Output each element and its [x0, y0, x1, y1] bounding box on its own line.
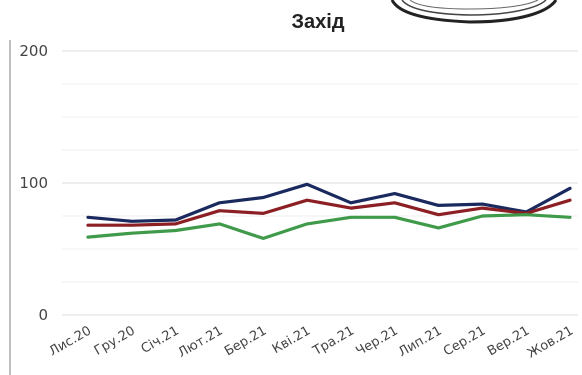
- x-tick-label: Кві.21: [270, 323, 313, 357]
- y-tick-label: 200: [19, 42, 48, 60]
- x-tick-label: Січ.21: [139, 323, 182, 357]
- x-tick-label: Жов.21: [525, 323, 576, 361]
- gridlines: [62, 50, 578, 316]
- x-tick-label: Вер.21: [485, 323, 532, 359]
- series-line-3: [86, 213, 572, 240]
- series-line-2: [86, 198, 572, 227]
- decorative-seal-graphic: [390, 0, 558, 24]
- x-tick-label: Бер.21: [222, 323, 269, 359]
- series-line-1: [86, 182, 572, 223]
- y-tick-label: 0: [38, 306, 48, 324]
- x-tick-label: Сер.21: [441, 323, 488, 359]
- x-tick-label: Лип.21: [396, 323, 445, 360]
- y-tick-labels: 0 100 200: [19, 42, 48, 324]
- series-lines: [86, 182, 572, 240]
- x-tick-label: Чер.21: [354, 323, 401, 359]
- x-tick-label: Лют.21: [176, 323, 226, 360]
- x-tick-label: Лис.20: [47, 323, 94, 359]
- chart-title: Захід: [291, 11, 344, 33]
- y-tick-label: 100: [19, 174, 48, 192]
- x-tick-label: Гру.20: [92, 323, 138, 358]
- x-tick-label: Тра.21: [310, 323, 357, 359]
